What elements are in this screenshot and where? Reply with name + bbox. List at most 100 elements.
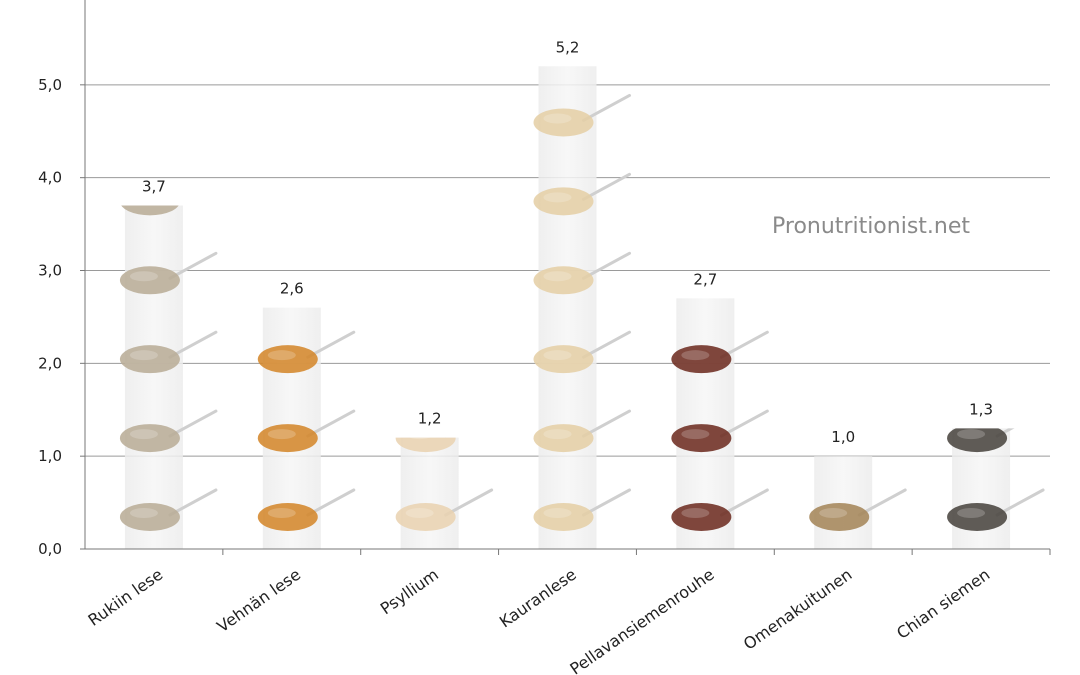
- spoon-highlight: [543, 508, 572, 518]
- bar: [400, 437, 459, 549]
- spoon-bowl: [395, 437, 456, 453]
- data-label: 5,2: [556, 38, 580, 56]
- spoon-icon: [533, 172, 631, 216]
- data-label: 3,7: [142, 178, 166, 196]
- spoon-bowl: [533, 503, 594, 531]
- spoon-icon: [671, 409, 769, 453]
- spoon-icon: [671, 330, 769, 374]
- bar-group: 3,7: [119, 178, 218, 549]
- y-tick-label: 2,0: [38, 354, 62, 372]
- spoon-handle: [446, 411, 492, 436]
- spoon-bowl: [533, 187, 594, 216]
- y-tick-label: 6,0: [38, 0, 62, 1]
- spoon-icon: [533, 251, 631, 295]
- bar-group: 2,6: [257, 280, 356, 549]
- category-label: Chian siemen: [893, 565, 993, 643]
- data-label: 1,3: [969, 400, 993, 418]
- spoon-icon: [395, 411, 492, 453]
- y-tick-label: 3,0: [38, 262, 62, 280]
- spoon-icon: [809, 488, 907, 531]
- data-label: 1,2: [418, 410, 442, 428]
- spoon-highlight: [681, 350, 710, 361]
- bar: [538, 66, 597, 550]
- spoon-bowl: [671, 503, 732, 531]
- category-label: Vehnän lese: [213, 565, 304, 636]
- category-label: Kauranlese: [496, 565, 580, 632]
- spoon-highlight: [267, 429, 296, 440]
- spoon-highlight: [267, 350, 296, 361]
- bar-group: 5,2: [533, 38, 631, 550]
- spoon-bowl: [671, 345, 732, 374]
- spoon-bowl: [257, 345, 318, 374]
- spoon-icon: [533, 330, 631, 374]
- y-tick-label: 1,0: [38, 447, 62, 465]
- category-label: Omenakuitunen: [740, 565, 856, 654]
- spoon-icon: [119, 409, 218, 453]
- bar: [814, 456, 873, 549]
- data-label: 2,6: [280, 280, 304, 298]
- bar: [124, 205, 183, 549]
- spoon-icon: [119, 488, 218, 531]
- spoon-icon: [947, 428, 1015, 453]
- spoon-bowl: [947, 503, 1008, 531]
- spoon-bowl: [533, 108, 594, 137]
- spoon-icon: [257, 330, 356, 374]
- spoon-highlight: [129, 271, 158, 282]
- spoon-highlight: [405, 508, 434, 518]
- bar-group: 1,3: [947, 400, 1045, 549]
- bar-group: 2,7: [671, 270, 769, 549]
- spoon-icon: [119, 330, 218, 374]
- y-tick-label: 5,0: [38, 76, 62, 94]
- category-label: Psyllium: [377, 565, 442, 619]
- spoon-highlight: [819, 508, 848, 518]
- category-label: Rukiin lese: [85, 565, 167, 630]
- watermark: Pronutritionist.net: [772, 214, 970, 239]
- spoon-highlight: [129, 350, 158, 361]
- spoon-highlight: [681, 508, 710, 518]
- spoon-icon: [395, 488, 494, 531]
- spoon-icon: [257, 409, 356, 453]
- spoon-highlight: [267, 508, 296, 518]
- spoon-icon: [119, 251, 218, 295]
- spoon-icon: [533, 409, 631, 453]
- spoon-highlight: [543, 350, 572, 361]
- spoon-bowl: [121, 205, 179, 216]
- spoon-icon: [671, 488, 769, 531]
- spoon-highlight: [957, 429, 986, 440]
- category-label: Pellavansiemenrouhe: [566, 565, 717, 675]
- spoon-bowl: [671, 424, 732, 453]
- bars: 3,7 2,6 1,2 5,2 2,7 1,0 1,3: [119, 38, 1045, 550]
- spoon-bowl: [809, 503, 870, 531]
- spoon-icon: [257, 488, 356, 531]
- spoon-highlight: [957, 508, 986, 518]
- spoon-bowl: [119, 345, 180, 374]
- spoon-bowl: [533, 345, 594, 374]
- spoon-bowl: [533, 424, 594, 453]
- data-label: 2,7: [693, 270, 717, 288]
- spoon-bowl: [947, 428, 1008, 453]
- spoon-icon: [121, 205, 179, 216]
- spoon-bowl: [257, 503, 318, 531]
- spoon-icon: [533, 93, 631, 137]
- spoon-highlight: [129, 429, 158, 440]
- y-tick-label: 0,0: [38, 540, 62, 558]
- bar-group: 1,2: [395, 410, 494, 549]
- spoon-highlight: [543, 271, 572, 282]
- spoon-highlight: [543, 113, 572, 124]
- spoon-highlight: [409, 437, 430, 440]
- spoon-bowl: [257, 424, 318, 453]
- spoon-bowl: [119, 424, 180, 453]
- y-tick-label: 4,0: [38, 169, 62, 187]
- spoon-bowl: [395, 503, 456, 531]
- spoon-highlight: [681, 429, 710, 440]
- spoon-bowl: [533, 266, 594, 295]
- spoon-bowl: [119, 503, 180, 531]
- spoon-highlight: [543, 429, 572, 440]
- spoon-highlight: [129, 508, 158, 518]
- spoon-icon: [533, 488, 631, 531]
- spoon-bowl: [119, 266, 180, 295]
- spoon-highlight: [543, 192, 572, 203]
- spoon-icon: [947, 488, 1045, 531]
- data-label: 1,0: [831, 428, 855, 446]
